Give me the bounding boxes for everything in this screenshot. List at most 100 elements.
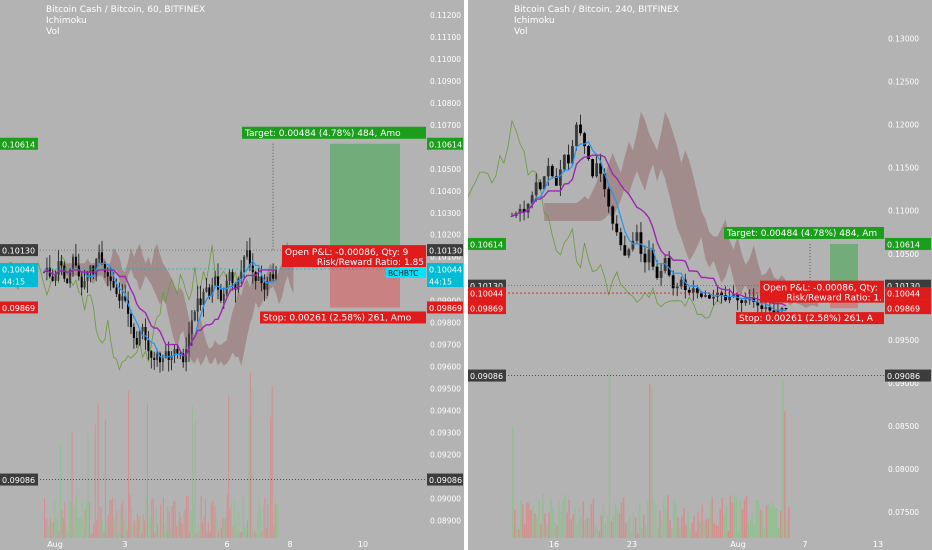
- y-tick-label: 0.10200: [430, 231, 461, 240]
- volume-bar: [274, 503, 276, 538]
- volume-bar: [215, 504, 217, 538]
- candle-body: [92, 265, 95, 275]
- indicator-volume[interactable]: Vol: [514, 27, 528, 37]
- axis-badge-stop: 0.09869: [887, 305, 920, 314]
- volume-bar: [202, 522, 204, 538]
- axis-badge-countdown: 44:15: [429, 278, 452, 287]
- volume-bar: [683, 507, 685, 538]
- volume-bar: [165, 531, 167, 538]
- left-badge-entry-bg: [0, 244, 38, 257]
- volume-bar: [75, 495, 77, 538]
- volume-bar: [239, 532, 241, 538]
- candle-body: [704, 295, 707, 297]
- volume-bar: [715, 525, 717, 538]
- candle-body: [712, 296, 715, 299]
- volume-bar: [184, 509, 186, 538]
- volume-bar: [97, 402, 99, 538]
- candle-body: [595, 163, 599, 177]
- volume-bar: [552, 507, 554, 538]
- volume-bar: [158, 529, 160, 538]
- candle-body: [138, 331, 141, 345]
- volume-bar: [725, 505, 728, 538]
- left-badge-low: 0.09086: [470, 372, 503, 381]
- chart-canvas-60[interactable]: 0.11200 0.11100 0.11000 0.10900 0.10800 0.107…: [0, 0, 464, 550]
- volume-bar: [125, 509, 127, 538]
- candle-body: [699, 293, 703, 297]
- volume-bar: [640, 528, 643, 538]
- candle-body: [269, 274, 272, 281]
- volume-bar: [614, 503, 617, 538]
- target-label-bg: [724, 226, 884, 239]
- axis-badge-stop-bg: [885, 302, 931, 315]
- volume-bar: [757, 500, 760, 538]
- candle-body: [579, 124, 582, 134]
- volume-bar: [270, 416, 272, 538]
- y-tick-label: 0.11000: [430, 55, 461, 64]
- volume-bar: [586, 518, 589, 538]
- x-tick-label: 16: [549, 540, 559, 549]
- candle-body: [708, 295, 711, 299]
- volume-bar: [93, 524, 95, 538]
- volume-bar: [248, 414, 250, 538]
- indicator-ichimoku[interactable]: Ichimoku: [46, 16, 87, 26]
- volume-bar: [58, 530, 60, 538]
- axis-badge-current-bg: [885, 287, 931, 300]
- volume-bar: [626, 521, 629, 538]
- volume-bar: [526, 502, 528, 538]
- x-tick-label: 10: [358, 540, 368, 549]
- volume-bar: [512, 427, 514, 538]
- candle-body: [567, 154, 570, 164]
- volume-bar: [564, 494, 566, 538]
- volume-bar: [265, 528, 267, 538]
- volume-bar: [135, 522, 137, 538]
- chart-legend: Bitcoin Cash / Bitcoin, 240, BITFINEX Ic…: [514, 5, 679, 38]
- candle-body: [659, 271, 663, 278]
- tenkan-sen-line: [511, 140, 787, 312]
- candle-body: [748, 298, 752, 301]
- candle-body: [534, 182, 538, 196]
- volume-bar: [699, 522, 701, 538]
- indicator-volume[interactable]: Vol: [46, 27, 60, 37]
- chart-title[interactable]: Bitcoin Cash / Bitcoin, 60, BITFINEX: [46, 5, 206, 15]
- risk-reward-label: Risk/Reward Ratio: 1.: [786, 294, 882, 304]
- volume-bar: [193, 502, 195, 538]
- y-tick-label: 0.10500: [430, 165, 461, 174]
- panel-divider[interactable]: [464, 0, 468, 550]
- candle-body: [615, 223, 619, 233]
- candle-body: [655, 266, 659, 278]
- volume-bar: [187, 495, 189, 538]
- volume-bar: [747, 521, 750, 538]
- left-badge-current-bg: [468, 287, 506, 300]
- volume-bar: [596, 529, 599, 538]
- volume-bar: [524, 523, 526, 538]
- volume-bar: [761, 511, 764, 538]
- volume-bar: [673, 500, 675, 538]
- candle-body: [141, 327, 144, 332]
- volume-bar: [247, 520, 248, 538]
- volume-bar: [196, 533, 198, 538]
- left-badge-current: 0.10044: [2, 266, 35, 275]
- volume-bar: [104, 419, 106, 538]
- chart-panel-60[interactable]: 0.11200 0.11100 0.11000 0.10900 0.10800 0.107…: [0, 0, 464, 550]
- volume-bar: [516, 526, 518, 538]
- axis-badge-stop: 0.09869: [429, 304, 462, 313]
- volume-bar: [170, 530, 172, 538]
- candle-body: [587, 146, 590, 160]
- left-badge-target: 0.10614: [2, 140, 35, 149]
- chart-title[interactable]: Bitcoin Cash / Bitcoin, 240, BITFINEX: [514, 5, 679, 15]
- chart-canvas-240[interactable]: 0.13000 0.12500 0.12000 0.11500 0.11000 0.105…: [468, 0, 932, 550]
- indicator-ichimoku[interactable]: Ichimoku: [514, 16, 555, 26]
- position-profit-zone: [830, 243, 858, 286]
- chart-panel-240[interactable]: 0.13000 0.12500 0.12000 0.11500 0.11000 0.105…: [468, 0, 932, 550]
- volume-bar: [624, 522, 627, 538]
- volume-bar: [160, 504, 161, 538]
- volume-bar: [737, 530, 740, 538]
- axis-badge-countdown-bg: [427, 275, 463, 288]
- volume-bar: [68, 501, 70, 538]
- candle-body: [112, 280, 115, 288]
- stop-label: Stop: 0.00261 (2.58%) 261, Amo: [263, 313, 412, 323]
- pnl-label-bg: [282, 245, 426, 268]
- volume-bar: [550, 498, 552, 538]
- axis-badge-target-bg: [427, 137, 463, 150]
- volume-bar: [249, 372, 251, 538]
